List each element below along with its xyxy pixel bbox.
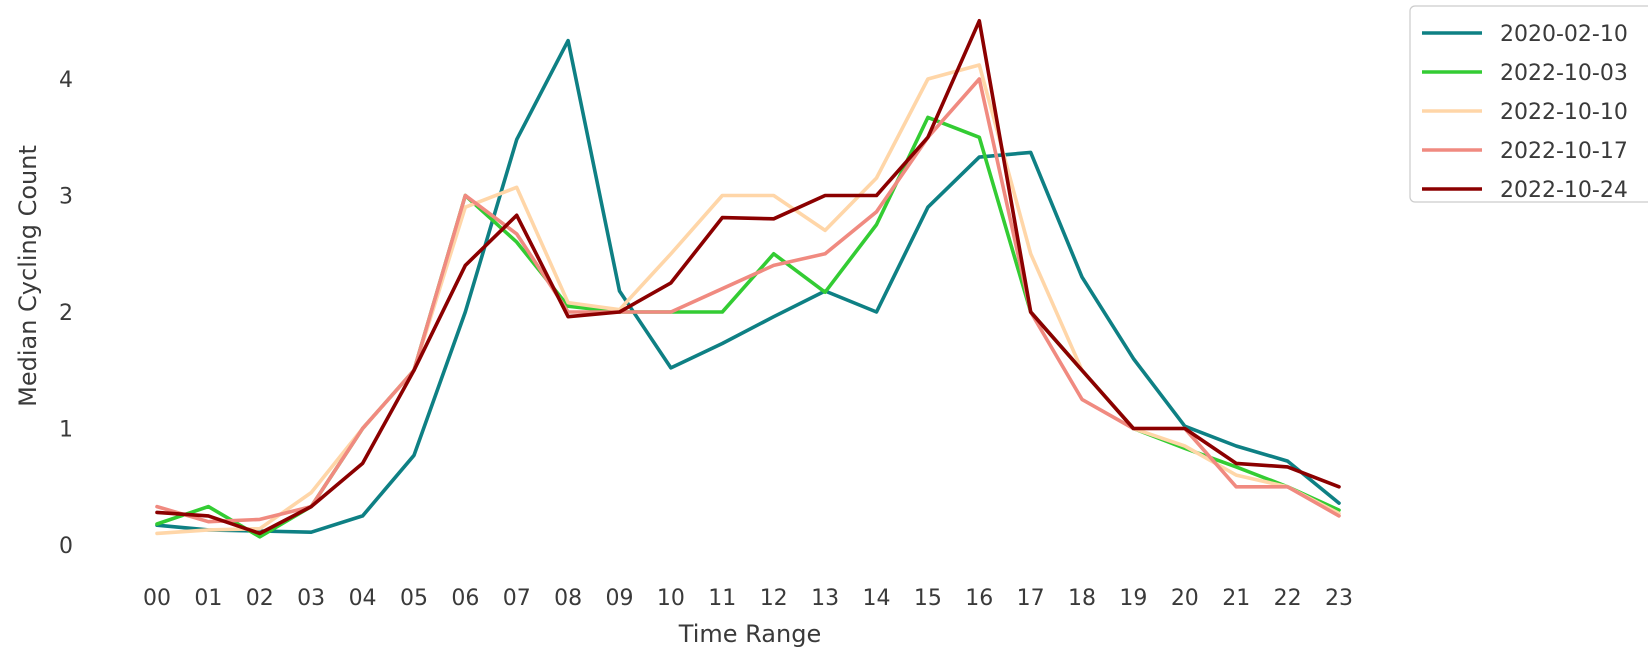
legend-label: 2020-02-10 [1500,22,1628,47]
x-tick-label: 21 [1222,586,1250,611]
x-tick-label: 15 [914,586,942,611]
x-tick-label: 05 [400,586,428,611]
x-tick-label: 20 [1171,586,1199,611]
x-tick-label: 19 [1119,586,1147,611]
x-tick-label: 10 [657,586,685,611]
series-line-2022-10-10 [155,63,1341,536]
y-axis-ticks: 0 1 2 3 4 [59,68,73,559]
x-tick-label: 13 [811,586,839,611]
x-tick-label: 06 [451,586,479,611]
x-tick-label: 12 [760,586,788,611]
x-tick-label: 23 [1325,586,1353,611]
x-tick-label: 03 [297,586,325,611]
x-axis-label: Time Range [678,620,821,648]
y-tick-label: 1 [59,418,73,443]
legend-label: 2022-10-03 [1500,61,1628,86]
y-tick-label: 3 [59,185,73,210]
legend-label: 2022-10-10 [1500,100,1628,125]
plot-area [155,18,1341,539]
x-tick-label: 07 [503,586,531,611]
x-tick-label: 17 [1017,586,1045,611]
legend-label: 2022-10-17 [1500,139,1628,164]
x-tick-label: 22 [1274,586,1302,611]
x-tick-label: 11 [708,586,736,611]
x-tick-label: 18 [1068,586,1096,611]
x-tick-label: 16 [965,586,993,611]
y-tick-label: 0 [59,534,73,559]
y-axis-label: Median Cycling Count [14,145,42,407]
series-line-2022-10-24 [155,18,1341,536]
x-tick-label: 08 [554,586,582,611]
series-line-2022-10-17 [155,77,1341,524]
x-axis-ticks: 00 01 02 03 04 05 06 07 08 09 10 11 12 13 14 15 16 17 18 19… [143,586,1353,611]
x-tick-label: 14 [862,586,890,611]
y-tick-label: 4 [59,68,73,93]
legend-box [1409,5,1648,203]
series-line-2020-02-10 [155,38,1341,535]
legend-label: 2022-10-24 [1500,178,1628,203]
x-tick-label: 04 [349,586,377,611]
x-tick-label: 09 [606,586,634,611]
x-tick-label: 00 [143,586,171,611]
legend: 2020-02-10 2022-10-03 2022-10-10 2022-10-17… [1409,5,1648,203]
y-tick-label: 2 [59,301,73,326]
x-tick-label: 01 [194,586,222,611]
x-tick-label: 02 [246,586,274,611]
